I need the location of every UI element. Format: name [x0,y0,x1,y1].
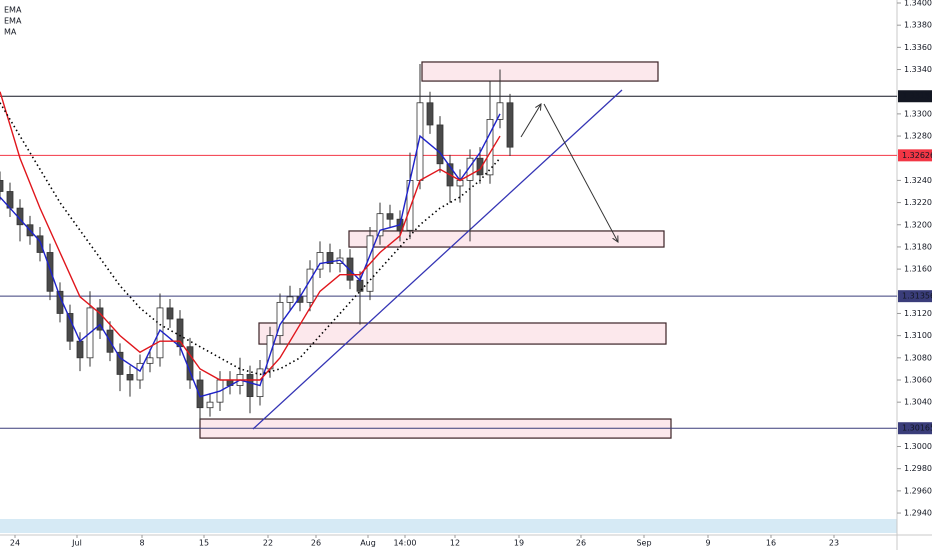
y-tick-label: 1.32400 [904,176,932,185]
candle-body [176,318,184,348]
y-tick-label: 1.34000 [904,0,932,7]
candle-body [506,102,514,148]
price-label: 1.32626 [902,151,932,160]
y-tick-label: 1.30800 [904,353,932,362]
y-tick-label: 1.29400 [904,509,932,518]
price-label-bg [898,422,932,435]
candle-body [306,268,314,303]
candle-body [416,102,424,181]
candle-body [0,180,4,192]
price-label: 1.33159 [902,92,932,101]
candle-body [496,102,504,120]
x-tick-label: 23 [829,539,839,548]
candle-body [96,307,104,331]
x-tick-label: 14:00 [393,539,416,548]
candle-body [376,213,384,237]
candle-body [206,401,214,409]
candle-body [326,252,334,264]
price-label-bg [898,149,932,162]
y-tick-label: 1.30600 [904,375,932,384]
y-tick-label: 1.31800 [904,242,932,251]
candle-body [46,252,54,292]
y-tick-label: 1.32200 [904,198,932,207]
candle-body [276,301,284,337]
y-tick-label: 1.30000 [904,442,932,451]
trendline [252,89,623,430]
candle-body [466,157,474,181]
zone [348,230,665,248]
y-tick-label: 1.29600 [904,486,932,495]
y-tick-label: 1.33800 [904,21,932,30]
candle-body [426,102,434,126]
legend-entry: EMA [4,17,22,26]
y-tick-label: 1.31000 [904,331,932,340]
candle-body [316,252,324,270]
legend-entry: MA [4,28,17,37]
zone [421,61,659,82]
price-label: 1.30165 [902,424,932,433]
candle-body [76,340,84,359]
price-label-bg [898,290,932,303]
x-tick-label: 16 [766,539,776,548]
candle-body [436,124,444,165]
candle-body [36,235,44,253]
x-tick-label: 19 [514,539,524,548]
indicator-line [0,91,501,381]
y-tick-label: 1.33000 [904,109,932,118]
x-tick-label: 24 [10,539,20,548]
y-tick-label: 1.30400 [904,398,932,407]
candle-body [116,351,124,375]
x-tick-label: 9 [705,539,710,548]
legend-entry: EMA [4,6,22,15]
candle-body [256,368,264,398]
x-tick-label: 15 [199,539,209,548]
candle-body [266,335,274,370]
timeline-strip [0,519,897,533]
indicator-line [0,113,501,398]
x-tick-label: 22 [263,539,273,548]
candle-body [196,379,204,409]
x-tick-label: Aug [360,539,376,548]
x-tick-label: 12 [450,539,460,548]
y-tick-label: 1.31600 [904,265,932,274]
y-tick-label: 1.31200 [904,309,932,318]
zone [258,322,667,345]
y-tick-label: 1.29800 [904,464,932,473]
candle-body [286,296,294,303]
candle-body [166,307,174,320]
candle-body [476,157,484,176]
candle-body [346,257,354,281]
y-tick-label: 1.32800 [904,132,932,141]
price-label-bg [898,90,932,103]
arrow [520,104,541,138]
arrow [543,103,618,242]
x-tick-label: 8 [139,539,144,548]
y-tick-label: 1.32000 [904,220,932,229]
price-label: 1.31356 [902,292,932,301]
candle-body [146,357,154,364]
candle-body [246,374,254,398]
x-tick-label: Sep [636,539,651,548]
x-tick-label: 26 [576,539,586,548]
candle-body [126,374,134,381]
candle-body [386,213,394,220]
x-tick-label: Jul [71,539,82,548]
y-tick-label: 1.33400 [904,65,932,74]
y-tick-label: 1.33600 [904,43,932,52]
x-tick-label: 26 [311,539,321,548]
